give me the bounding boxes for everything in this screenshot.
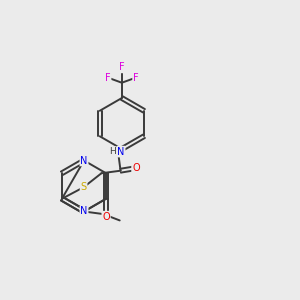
Text: S: S xyxy=(80,182,87,192)
Text: O: O xyxy=(102,212,110,222)
Text: O: O xyxy=(132,163,140,173)
Text: F: F xyxy=(105,73,111,82)
Text: N: N xyxy=(80,155,88,166)
Text: N: N xyxy=(117,147,125,157)
Text: F: F xyxy=(119,62,125,72)
Text: F: F xyxy=(133,73,139,82)
Text: N: N xyxy=(80,206,88,217)
Text: H: H xyxy=(109,147,116,156)
